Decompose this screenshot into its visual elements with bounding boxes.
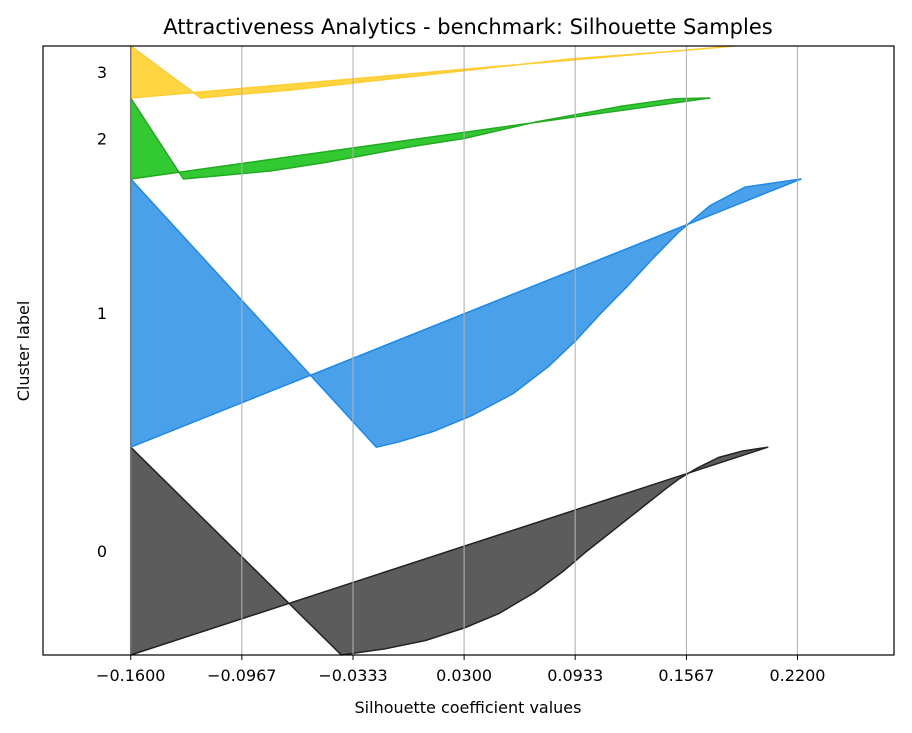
x-axis-ticks: −0.1600 −0.0967 −0.0333 0.0300 0.0933 0.1567 0… [96,655,825,685]
cluster-label-2: 2 [97,130,107,149]
cluster-areas [129,45,802,656]
x-tick-label: −0.1600 [96,666,165,685]
cluster-labels: 0 1 2 3 [97,63,107,561]
plot-frame [42,45,895,656]
x-tick-label: −0.0967 [207,666,276,685]
x-tick-label: −0.0333 [318,666,387,685]
cluster-label-1: 1 [97,304,107,323]
chart-title: Attractiveness Analytics - benchmark: Si… [163,15,772,39]
cluster-label-3: 3 [97,63,107,82]
x-axis-label: Silhouette coefficient values [355,698,582,717]
cluster-3-area [129,45,736,99]
plot-area [42,45,895,656]
cluster-label-0: 0 [97,542,107,561]
x-tick-label: 0.0300 [436,666,492,685]
x-tick-label: 0.2200 [770,666,826,685]
cluster-0-area [129,446,769,656]
x-tick-label: 0.0933 [547,666,603,685]
cluster-1-area [129,178,802,448]
x-tick-label: 0.1567 [658,666,714,685]
cluster-2-area [129,97,711,180]
y-axis-label: Cluster label [14,301,33,402]
